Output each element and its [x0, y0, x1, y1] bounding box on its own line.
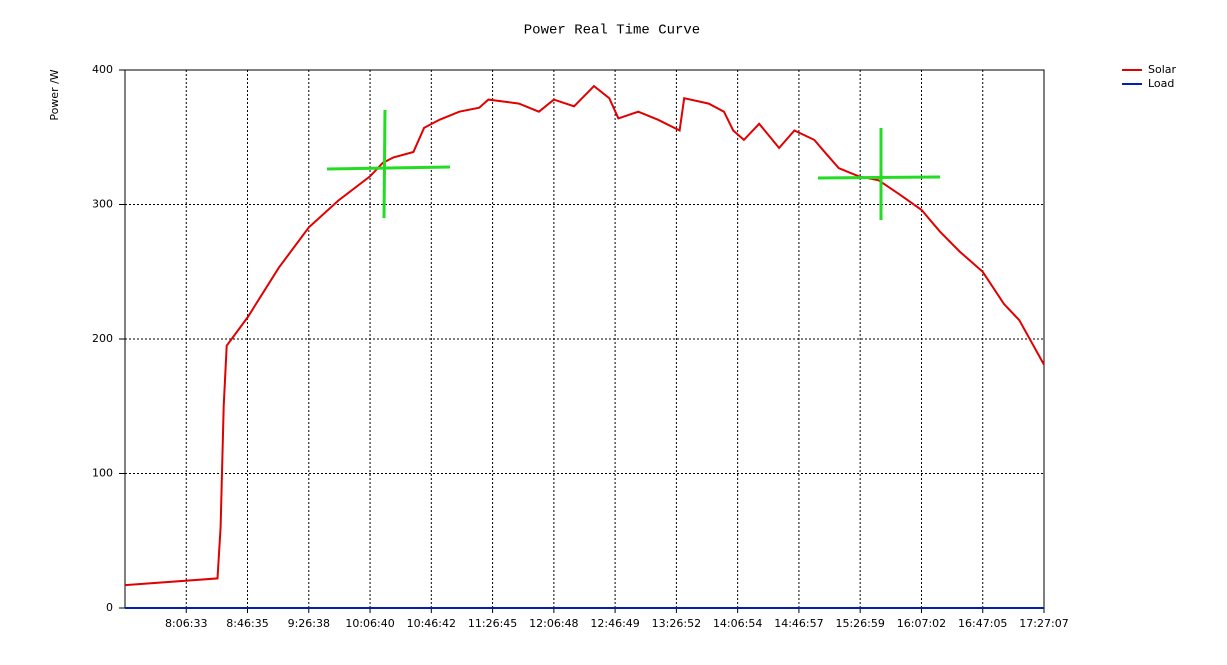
- y-tick-label: 200: [92, 332, 113, 345]
- x-tick-label: 13:26:52: [652, 617, 701, 630]
- x-tick-label: 14:06:54: [713, 617, 762, 630]
- x-tick-label: 16:47:05: [958, 617, 1007, 630]
- crosshair-h: [817, 175, 941, 180]
- x-tick-label: 8:06:33: [165, 617, 207, 630]
- chart-title: Power Real Time Curve: [524, 23, 700, 39]
- y-tick-label: 100: [92, 467, 113, 480]
- x-tick-label: 10:46:42: [407, 617, 456, 630]
- x-tick-label: 12:06:48: [529, 617, 578, 630]
- x-tick-label: 8:46:35: [226, 617, 268, 630]
- x-tick-label: 16:07:02: [897, 617, 946, 630]
- y-axis-label: Power /W: [48, 69, 61, 120]
- y-tick-label: 400: [92, 63, 113, 76]
- crosshair-v: [382, 109, 387, 219]
- x-tick-label: 15:26:59: [835, 617, 884, 630]
- legend-label: Solar: [1148, 63, 1177, 76]
- y-tick-label: 0: [106, 601, 113, 614]
- crosshair: [326, 109, 941, 220]
- x-tick-label: 12:46:49: [590, 617, 639, 630]
- legend-label: Load: [1148, 77, 1174, 90]
- x-tick-label: 9:26:38: [288, 617, 330, 630]
- x-tick-label: 14:46:57: [774, 617, 823, 630]
- x-tick-label: 17:27:07: [1019, 617, 1068, 630]
- series-line: [124, 84, 1045, 587]
- x-tick-label: 10:06:40: [345, 617, 394, 630]
- crosshair-h: [326, 165, 451, 171]
- y-tick-label: 300: [92, 198, 113, 211]
- plot-area: 0 100 200 300 400 8:06:33 8:46:35 9:26:38 10:06:…: [92, 63, 1069, 630]
- x-tick-label: 11:26:45: [468, 617, 517, 630]
